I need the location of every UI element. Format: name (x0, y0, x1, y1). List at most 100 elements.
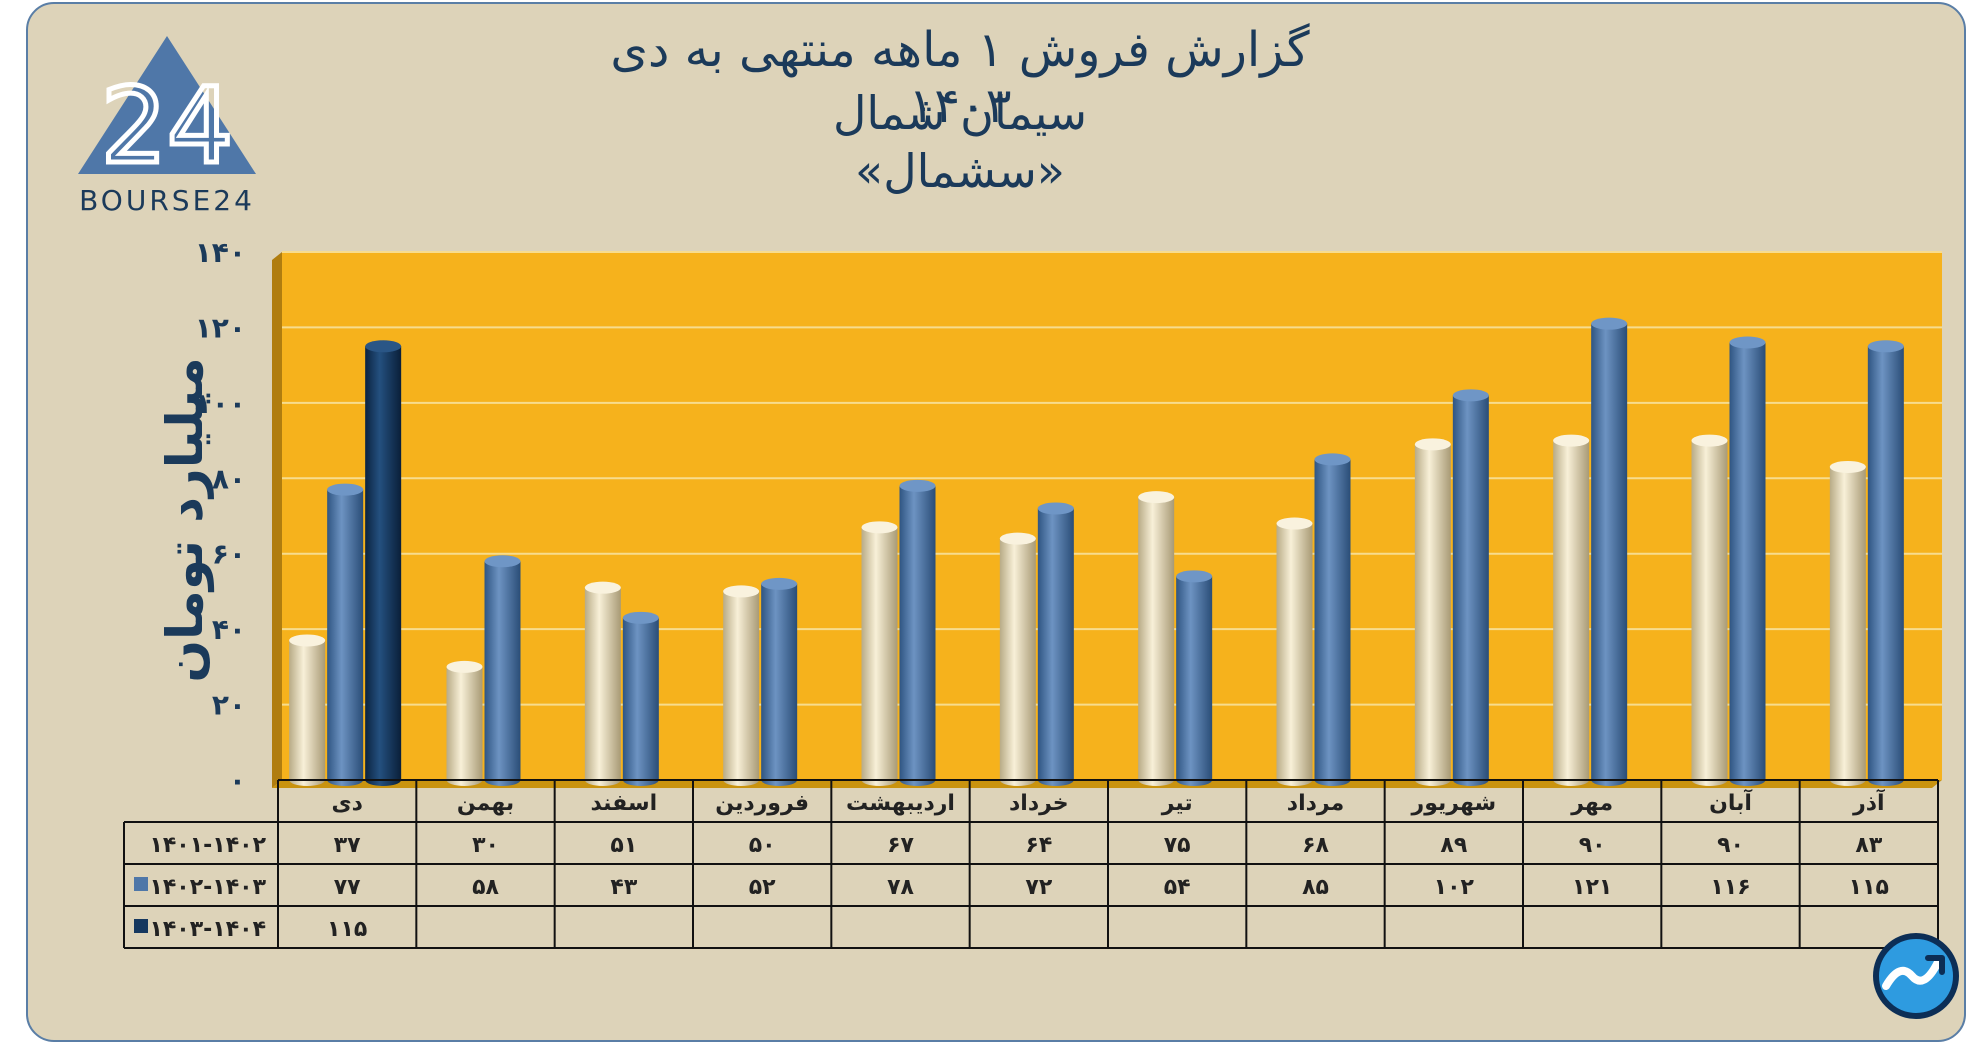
table-value: ۱۱۵ (327, 917, 367, 942)
bar (622, 611, 659, 786)
bar-cap (899, 479, 936, 492)
table-value: ۵۴ (1164, 875, 1191, 900)
bar-body (1037, 508, 1074, 780)
bar-cap (1691, 434, 1728, 447)
chart-subtitle-company: سیمان شمال (832, 86, 1087, 140)
table-value: ۹۰ (1717, 833, 1744, 858)
bar-body (1176, 576, 1213, 780)
bar-body (327, 489, 364, 780)
series-name: ۱۴۰۲-۱۴۰۳ (149, 875, 266, 900)
bar-cap (761, 577, 798, 590)
table-value: ۹۰ (1579, 833, 1606, 858)
bar (1176, 570, 1213, 786)
bar-body (999, 538, 1036, 780)
table-value: ۱۰۲ (1434, 875, 1475, 900)
table-category-label: آبان (1709, 788, 1752, 816)
bar-body (1276, 523, 1313, 780)
table-category-label: دی (331, 791, 362, 816)
y-tick-label: ۶۰ (212, 538, 246, 571)
table-category-label: خرداد (1009, 791, 1069, 816)
bar-body (861, 527, 898, 780)
bar-body (1591, 323, 1628, 780)
legend-swatch (134, 919, 148, 933)
bar (584, 581, 621, 786)
bar-cap (1037, 502, 1074, 515)
bar (1314, 453, 1351, 786)
table-value: ۷۲ (1025, 875, 1052, 900)
table-value: ۵۱ (610, 833, 637, 858)
bar-body (446, 666, 483, 780)
bar (1037, 502, 1074, 786)
table-value: ۱۱۶ (1710, 875, 1750, 900)
bar (1591, 317, 1628, 786)
y-tick-label: ۸۰ (212, 462, 246, 495)
bar-body (1829, 466, 1866, 780)
bar-cap (1176, 570, 1213, 583)
table-category-label: تیر (1161, 791, 1193, 816)
bar (484, 555, 521, 786)
table-category-label: اسفند (590, 791, 657, 816)
bar-body (761, 583, 798, 780)
table-category-label: مهر (1570, 791, 1613, 816)
bar-cap (723, 585, 760, 598)
y-tick-label: ۴۰ (212, 613, 246, 646)
bar-body (1729, 342, 1766, 780)
bar-cap (484, 555, 521, 568)
bar-body (1867, 346, 1904, 780)
bar-cap (1414, 438, 1451, 451)
table-value: ۳۰ (472, 833, 499, 858)
bourse24-logo: 24 (78, 36, 256, 190)
data-table: دی بهمن اسفند فروردین اردیبهشت خرداد تیر مرداد ش… (123, 779, 1939, 949)
bar-body (484, 561, 521, 780)
bar (723, 585, 760, 786)
bar-cap (1138, 491, 1175, 504)
y-tick-label: ۱۲۰ (195, 311, 246, 344)
bar-cap (1314, 453, 1351, 466)
table-value: ۶۷ (887, 833, 914, 858)
table-category-label: بهمن (457, 791, 514, 816)
table-value: ۸۳ (1855, 833, 1882, 858)
bar-body (1691, 440, 1728, 780)
bar (999, 532, 1036, 786)
bar (1829, 460, 1866, 786)
bar (1452, 389, 1489, 786)
bar-cap (1729, 336, 1766, 349)
table-value: ۵۲ (749, 875, 776, 900)
series-name: ۱۴۰۳-۱۴۰۴ (149, 917, 266, 942)
bar-cap (622, 611, 659, 624)
bar (289, 634, 326, 786)
bar-cap (999, 532, 1036, 545)
bar-body (723, 591, 760, 780)
bar (1414, 438, 1451, 786)
bars (289, 317, 1904, 786)
bar (1276, 517, 1313, 786)
bar-cap (1829, 460, 1866, 473)
bar-cap (446, 660, 483, 673)
bar-cap (1867, 340, 1904, 353)
bar (1867, 340, 1904, 786)
bar-cap (327, 483, 364, 496)
bar (1691, 434, 1728, 786)
table-value: ۱۲۱ (1572, 875, 1612, 900)
chart-subtitle-ticker: «سشمال» (855, 144, 1065, 198)
table-value: ۵۸ (472, 875, 499, 900)
table-value: ۴۳ (610, 875, 637, 900)
bar-body (365, 346, 402, 780)
bar (365, 340, 402, 786)
bar-cap (1452, 389, 1489, 402)
bar-cap (1553, 434, 1590, 447)
table-value: ۱۱۵ (1849, 875, 1889, 900)
y-tick-label: ۲۰ (212, 689, 246, 722)
bar-body (584, 587, 621, 780)
logo-text: BOURSE24 (79, 184, 255, 217)
table-category-label: فروردین (715, 791, 809, 816)
table-value: ۷۸ (887, 875, 914, 900)
table-value: ۸۵ (1302, 875, 1329, 900)
plot-side-wall (272, 252, 282, 788)
table-value: ۳۷ (334, 833, 361, 858)
chart-title: گزارش فروش ۱ ماهه منتهی به دی ۱۴۰۳ (610, 22, 1310, 134)
bar (861, 521, 898, 786)
legend-swatch (134, 877, 148, 891)
bar (327, 483, 364, 786)
